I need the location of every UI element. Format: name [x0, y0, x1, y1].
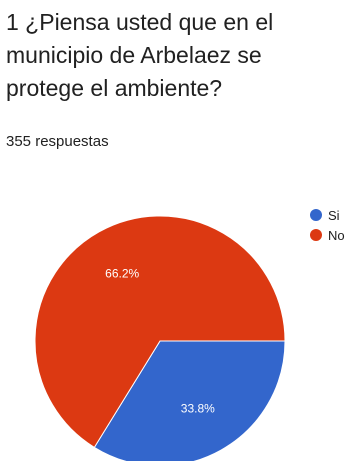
pie-slices [34, 215, 286, 461]
legend-label-si: Si [328, 207, 340, 223]
pie-slice-labels: 33.8% 66.2% [105, 266, 215, 415]
pie-slice-label-si: 33.8% [181, 402, 215, 416]
pie-slice-label-no: 66.2% [105, 266, 139, 280]
pie-slice-no[interactable] [34, 215, 286, 449]
legend-swatch-si [310, 209, 322, 221]
chart-legend: Si No [310, 205, 345, 245]
legend-label-no: No [328, 227, 345, 243]
response-count: 355 respuestas [6, 133, 109, 150]
legend-swatch-no [310, 229, 322, 241]
question-title: 1 ¿Piensa usted que en el municipio de A… [6, 9, 274, 101]
legend-item-si[interactable]: Si [310, 205, 345, 225]
legend-item-no[interactable]: No [310, 225, 345, 245]
